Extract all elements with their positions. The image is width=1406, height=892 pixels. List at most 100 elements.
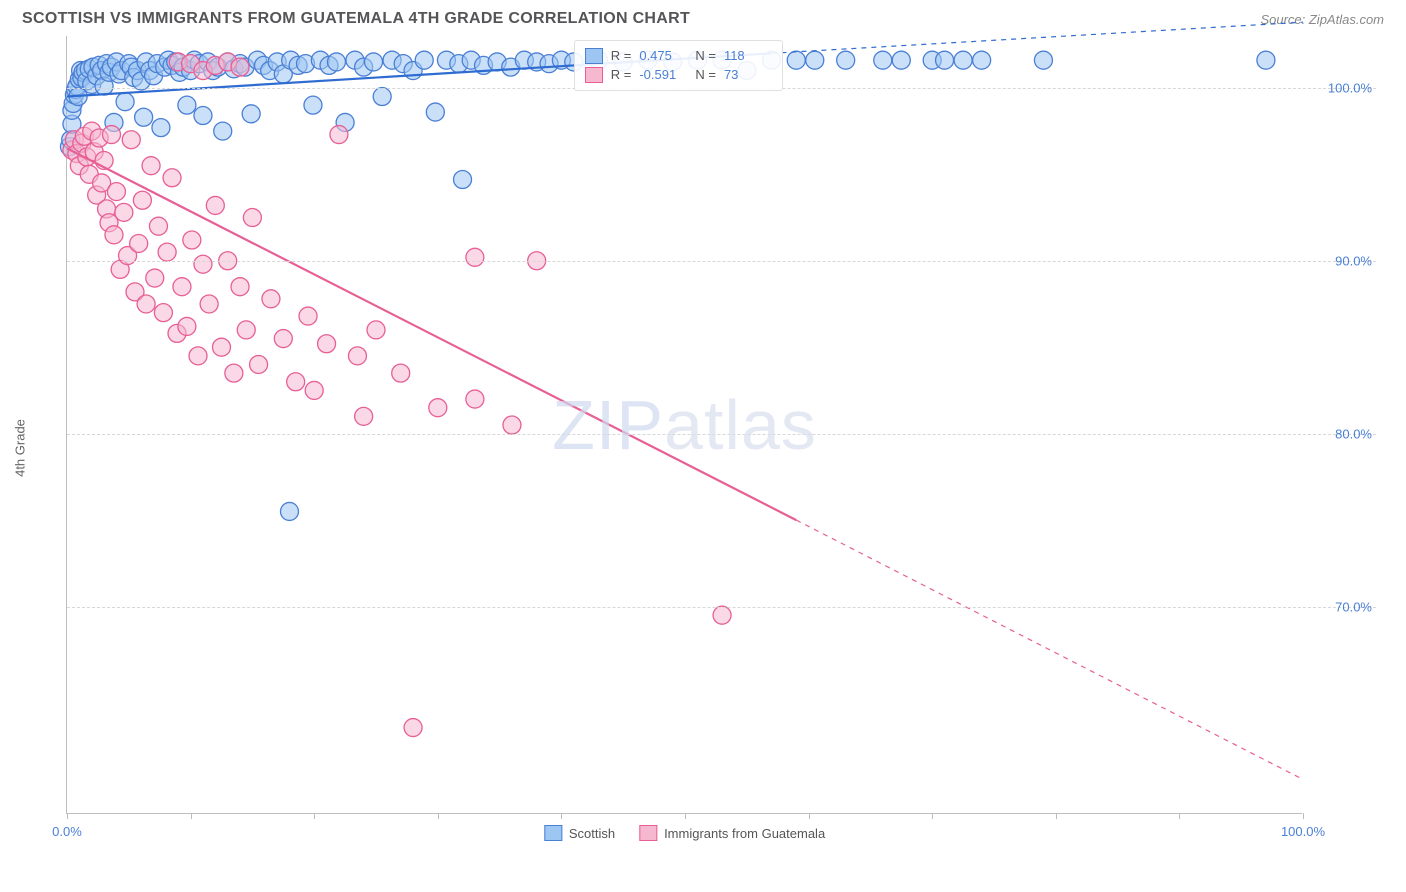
x-tick [1303, 813, 1304, 819]
data-point [137, 295, 155, 313]
data-point [426, 103, 444, 121]
data-point [806, 51, 824, 69]
x-tick [438, 813, 439, 819]
data-point [304, 96, 322, 114]
x-tick [561, 813, 562, 819]
data-point [173, 278, 191, 296]
x-tick [1056, 813, 1057, 819]
data-point [154, 304, 172, 322]
data-point [115, 203, 133, 221]
data-point [1034, 51, 1052, 69]
data-point [404, 719, 422, 737]
legend-swatch [585, 48, 603, 64]
legend-label: Scottish [569, 826, 615, 841]
data-point [142, 157, 160, 175]
data-point [973, 51, 991, 69]
legend-swatch [544, 825, 562, 841]
data-point [348, 347, 366, 365]
data-point [152, 119, 170, 137]
data-point [213, 338, 231, 356]
data-point [936, 51, 954, 69]
stats-legend: R =0.475N =118R =-0.591N =73 [574, 40, 783, 91]
r-label: R = [611, 46, 632, 66]
data-point [415, 51, 433, 69]
n-value: 73 [724, 65, 772, 85]
plot-region: ZIPatlas R =0.475N =118R =-0.591N =73 Sc… [66, 36, 1302, 814]
chart-title: SCOTTISH VS IMMIGRANTS FROM GUATEMALA 4T… [22, 10, 690, 28]
x-tick [191, 813, 192, 819]
data-point [105, 226, 123, 244]
x-tick [67, 813, 68, 819]
x-tick [314, 813, 315, 819]
y-tick-label: 90.0% [1335, 253, 1372, 268]
data-point [122, 131, 140, 149]
data-point [133, 191, 151, 209]
stats-legend-row: R =-0.591N =73 [585, 65, 772, 85]
data-point [299, 307, 317, 325]
legend-swatch [639, 825, 657, 841]
r-label: R = [611, 65, 632, 85]
data-point [250, 355, 268, 373]
data-point [305, 381, 323, 399]
data-point [183, 231, 201, 249]
data-point [280, 502, 298, 520]
data-point [892, 51, 910, 69]
data-point [149, 217, 167, 235]
data-point [262, 290, 280, 308]
x-tick [1179, 813, 1180, 819]
series-legend: Scottish Immigrants from Guatemala [544, 825, 825, 841]
scatter-svg [67, 36, 1303, 814]
data-point [158, 243, 176, 261]
x-tick-label: 100.0% [1281, 824, 1325, 839]
data-point [318, 335, 336, 353]
grid-line [67, 607, 1376, 608]
data-point [287, 373, 305, 391]
legend-item: Immigrants from Guatemala [639, 825, 825, 841]
data-point [503, 416, 521, 434]
data-point [214, 122, 232, 140]
data-point [242, 105, 260, 123]
r-value: 0.475 [639, 46, 687, 66]
legend-label: Immigrants from Guatemala [664, 826, 825, 841]
data-point [225, 364, 243, 382]
y-tick-label: 80.0% [1335, 426, 1372, 441]
legend-item: Scottish [544, 825, 615, 841]
data-point [837, 51, 855, 69]
data-point [373, 88, 391, 106]
data-point [874, 51, 892, 69]
y-tick-label: 100.0% [1328, 80, 1372, 95]
data-point [146, 269, 164, 287]
data-point [163, 169, 181, 187]
data-point [243, 209, 261, 227]
data-point [178, 317, 196, 335]
data-point [787, 51, 805, 69]
data-point [1257, 51, 1275, 69]
data-point [116, 93, 134, 111]
stats-legend-row: R = 0.475 N = 118 [585, 46, 772, 66]
data-point [954, 51, 972, 69]
data-point [178, 96, 196, 114]
data-point [231, 58, 249, 76]
x-tick [685, 813, 686, 819]
n-value: 118 [724, 46, 772, 66]
data-point [367, 321, 385, 339]
data-point [200, 295, 218, 313]
x-tick [809, 813, 810, 819]
trend-line-extrapolated [796, 520, 1303, 779]
data-point [135, 108, 153, 126]
legend-swatch [585, 67, 603, 83]
y-tick-label: 70.0% [1335, 599, 1372, 614]
data-point [130, 234, 148, 252]
x-tick-label: 0.0% [52, 824, 82, 839]
data-point [429, 399, 447, 417]
data-point [231, 278, 249, 296]
data-point [713, 606, 731, 624]
data-point [365, 53, 383, 71]
data-point [237, 321, 255, 339]
data-point [189, 347, 207, 365]
n-label: N = [695, 46, 716, 66]
n-label: N = [695, 65, 716, 85]
data-point [327, 53, 345, 71]
chart-area: 4th Grade ZIPatlas R =0.475N =118R =-0.5… [22, 36, 1384, 860]
data-point [107, 183, 125, 201]
